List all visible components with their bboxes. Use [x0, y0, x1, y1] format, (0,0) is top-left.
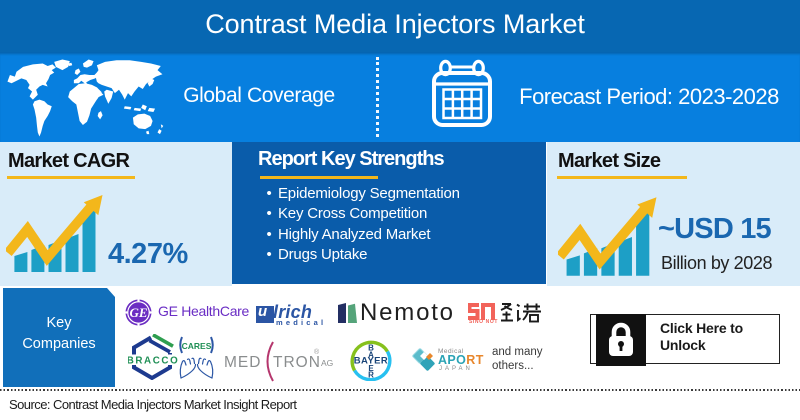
svg-text:R: R: [368, 371, 374, 380]
svg-text:BAYER: BAYER: [354, 356, 388, 367]
svg-text:BRACCO: BRACCO: [128, 356, 178, 367]
svg-text:E: E: [368, 364, 374, 373]
svg-text:B: B: [368, 344, 374, 353]
svg-text:CARES: CARES: [182, 341, 212, 351]
svg-text:GE: GE: [129, 305, 147, 320]
svg-text:A: A: [368, 350, 374, 359]
